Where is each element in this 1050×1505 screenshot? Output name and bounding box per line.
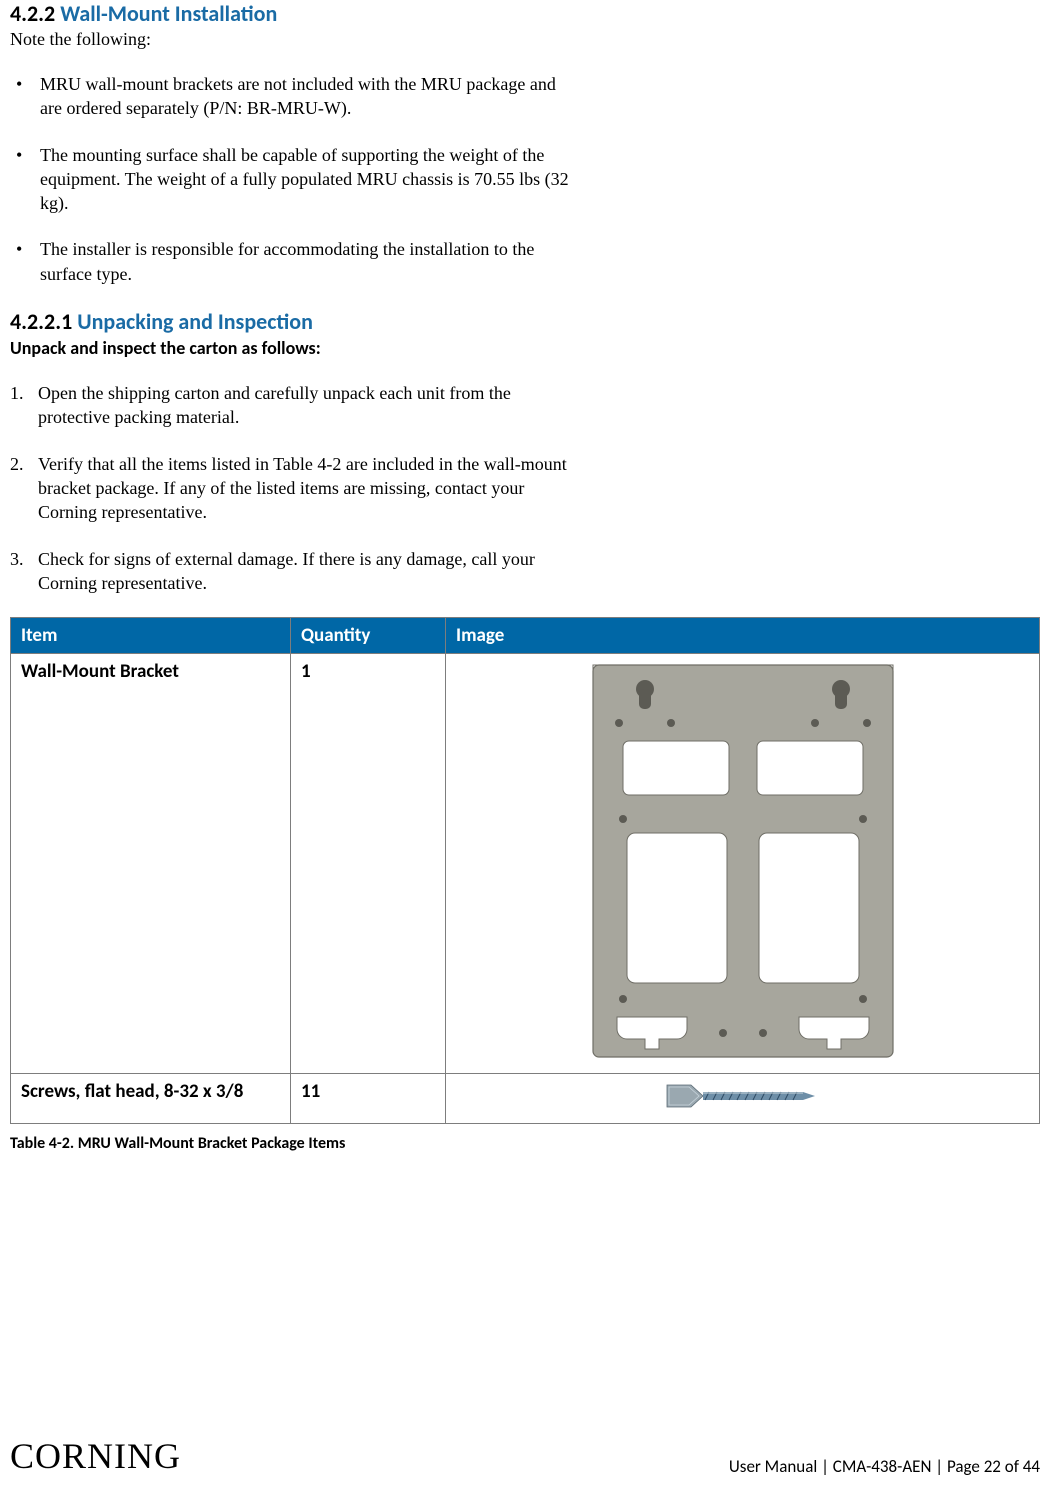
cell-qty: 11: [291, 1074, 446, 1124]
section-heading-4-2-2-1: 4.2.2.1 Unpacking and Inspection: [10, 308, 1040, 335]
package-items-table: Item Quantity Image Wall-Mount Bracket 1: [10, 617, 1040, 1124]
cell-image-screw: [446, 1074, 1040, 1124]
cell-item: Wall-Mount Bracket: [11, 654, 291, 1074]
section-title: Wall-Mount Installation: [60, 0, 277, 27]
table-caption: Table 4-2. MRU Wall-Mount Bracket Packag…: [10, 1134, 1040, 1153]
cell-item: Screws, flat head, 8-32 x 3/8: [11, 1074, 291, 1124]
bullet-item: The mounting surface shall be capable of…: [12, 143, 580, 216]
step-item: Verify that all the items listed in Tabl…: [10, 452, 580, 525]
table-row: Wall-Mount Bracket 1: [11, 654, 1040, 1074]
table-header-row: Item Quantity Image: [11, 618, 1040, 654]
note-the-following: Note the following:: [10, 29, 1040, 50]
steps-numbered-list: Open the shipping carton and carefully u…: [10, 381, 580, 595]
step-item: Open the shipping carton and carefully u…: [10, 381, 580, 430]
section-heading-4-2-2: 4.2.2 Wall-Mount Installation: [10, 0, 1040, 27]
notes-bullet-list: MRU wall-mount brackets are not included…: [10, 72, 580, 286]
th-quantity: Quantity: [291, 618, 446, 654]
table-row: Screws, flat head, 8-32 x 3/8 11: [11, 1074, 1040, 1124]
th-item: Item: [11, 618, 291, 654]
bullet-item: The installer is responsible for accommo…: [12, 237, 580, 286]
footer-page-info: User Manual | CMA-438-AEN | Page 22 of 4…: [729, 1456, 1040, 1477]
unpack-instruction: Unpack and inspect the carton as follows…: [10, 337, 1040, 359]
page-footer: CORNING User Manual | CMA-438-AEN | Page…: [10, 1435, 1040, 1477]
brand-logo-text: CORNING: [10, 1435, 181, 1477]
wall-mount-bracket-icon: [583, 661, 903, 1061]
th-image: Image: [446, 618, 1040, 654]
flat-head-screw-icon: [663, 1081, 823, 1111]
section-number: 4.2.2.1: [10, 308, 72, 335]
step-item: Check for signs of external damage. If t…: [10, 547, 580, 596]
bullet-item: MRU wall-mount brackets are not included…: [12, 72, 580, 121]
section-number: 4.2.2: [10, 0, 55, 27]
cell-image-bracket: [446, 654, 1040, 1074]
section-title: Unpacking and Inspection: [77, 308, 313, 335]
cell-qty: 1: [291, 654, 446, 1074]
